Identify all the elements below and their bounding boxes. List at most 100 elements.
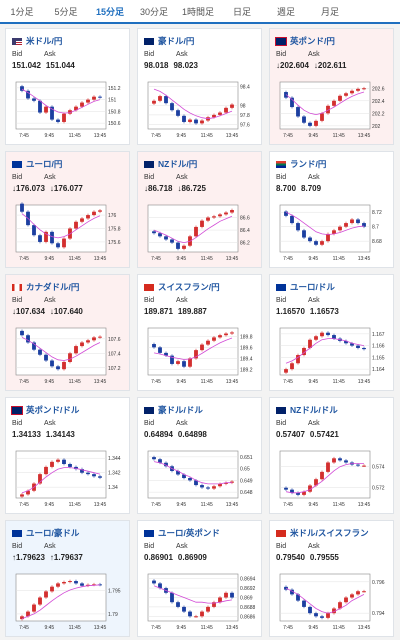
pair-name[interactable]: 豪ドル/ドル (158, 405, 203, 415)
currency-card[interactable]: 英ポンド/ドル Bid Ask 1.34133 1.34143 1.344 1.342 1.3… (5, 397, 130, 514)
bid-price: 1.16570 (276, 307, 305, 316)
candle-body (326, 105, 330, 114)
currency-card[interactable]: カナダドル/円 Bid Ask ↓107.634 ↓107.640 107.6 107.4 1… (5, 274, 130, 391)
za-flag-icon (276, 160, 286, 168)
candle-body (212, 114, 216, 118)
candle-body (350, 343, 354, 346)
candle-body (302, 347, 306, 356)
pair-name[interactable]: 英ポンド/ドル (26, 405, 80, 415)
price-row: ↓86.718 ↓86.725 (144, 184, 211, 193)
tab-2[interactable]: 15分足 (88, 0, 132, 24)
x-tick-label: 13:45 (358, 502, 371, 508)
currency-card[interactable]: ランド/円 Bid Ask 8.700 8.709 8.72 8.7 8.68 7:45 9:45… (269, 151, 394, 268)
x-tick-label: 13:45 (358, 256, 371, 262)
y-tick-label: 0.65 (240, 467, 250, 473)
pair-name[interactable]: 米ドル/スイスフラン (290, 528, 369, 538)
currency-card[interactable]: 豪ドル/円 Bid Ask 98.018 98.023 98.4 98 97.8 97.6 7:4… (137, 28, 262, 145)
currency-card[interactable]: NZドル/ドル Bid Ask 0.57407 0.57421 0.574 0.572 7:4… (269, 397, 394, 514)
bid-label: Bid (12, 297, 23, 304)
pair-name[interactable]: カナダドル/円 (26, 282, 80, 292)
price-row: 0.79540 0.79555 (276, 553, 344, 562)
x-tick-label: 13:45 (94, 379, 107, 385)
tab-3[interactable]: 30分足 (139, 6, 168, 17)
candle-body (314, 241, 318, 245)
tab-6[interactable]: 週足 (276, 6, 295, 17)
candle-body (350, 594, 354, 598)
currency-card[interactable]: スイスフラン/円 Bid Ask 189.871 189.887 189.8 189.6 18… (137, 274, 262, 391)
bid-ask-header: Bid Ask (144, 51, 208, 58)
candle-body (212, 216, 216, 218)
currency-card[interactable]: ユーロ/円 Bid Ask ↓176.073 ↓176.077 176 175.8 175.6… (5, 151, 130, 268)
x-tick-label: 11:45 (69, 256, 81, 262)
moving-average-line (285, 338, 365, 364)
candle-body (218, 214, 222, 217)
tab-5[interactable]: 日足 (232, 6, 251, 17)
pair-name[interactable]: 米ドル/円 (26, 36, 63, 46)
pair-name[interactable]: NZドル/円 (158, 159, 198, 169)
price-chart: 202.6 202.4 202.2 202 7:45 9:45 11:45 13:45 (279, 81, 385, 139)
price-chart: 1.167 1.166 1.165 1.164 7:45 9:45 11:45 13:45 (279, 327, 385, 385)
x-tick-label: 11:45 (333, 133, 345, 139)
candle-body (224, 107, 228, 113)
candle-body (314, 336, 318, 340)
currency-card[interactable]: ユーロ/ドル Bid Ask 1.16570 1.16573 1.167 1.166 1.16… (269, 274, 394, 391)
candle-body (20, 86, 24, 91)
moving-average-line (285, 211, 365, 236)
pair-name[interactable]: NZドル/ドル (290, 405, 338, 415)
tab-0[interactable]: 1分足 (10, 6, 34, 17)
y-tick-label: 202 (372, 124, 381, 130)
currency-card[interactable]: 米ドル/スイスフラン Bid Ask 0.79540 0.79555 0.796 0.794… (269, 520, 394, 637)
ask-price: 1.16573 (309, 307, 339, 316)
pair-name[interactable]: ユーロ/英ポンド (158, 528, 220, 538)
candle-body (362, 223, 366, 227)
pair-name[interactable]: ユーロ/円 (26, 159, 63, 169)
pair-name[interactable]: ランド/円 (290, 159, 327, 169)
currency-card[interactable]: ユーロ/豪ドル Bid Ask ↑1.79623 ↑1.79637 1.795 1.79 7:… (5, 520, 130, 637)
ask-price: ↓86.725 (177, 184, 206, 193)
candle-body (230, 481, 234, 483)
ask-label: Ask (308, 51, 320, 58)
tab-1[interactable]: 5分足 (54, 6, 78, 17)
x-tick-label: 9:45 (44, 256, 54, 262)
y-tick-label: 0.796 (372, 580, 385, 586)
currency-card[interactable]: NZドル/円 Bid Ask ↓86.718 ↓86.725 86.6 86.4 86.2 7:… (137, 151, 262, 268)
candle-body (158, 347, 162, 353)
candle-body (362, 465, 366, 467)
x-tick-label: 11:45 (69, 379, 81, 385)
plot-frame (15, 81, 107, 130)
pair-name[interactable]: ユーロ/ドル (290, 282, 335, 292)
x-tick-label: 9:45 (44, 502, 54, 508)
card-title: 米ドル/円 (12, 35, 62, 47)
bid-ask-header: Bid Ask (276, 174, 340, 181)
candle-body (158, 583, 162, 589)
currency-card[interactable]: 豪ドル/ドル Bid Ask 0.64894 0.64898 0.651 0.65 0.649… (137, 397, 262, 514)
au-flag-icon (144, 37, 154, 45)
ask-label: Ask (308, 174, 320, 181)
pair-name[interactable]: 英ポンド/円 (290, 36, 335, 46)
y-tick-label: 1.166 (372, 344, 385, 350)
plot-frame (279, 81, 371, 130)
candle-body (56, 243, 60, 248)
candle-body (152, 580, 156, 584)
candle-body (38, 349, 42, 355)
currency-card[interactable]: ユーロ/英ポンド Bid Ask 0.86901 0.86909 0.8694 0.8692… (137, 520, 262, 637)
y-tick-label: 1.167 (372, 332, 385, 338)
tab-7[interactable]: 月足 (320, 6, 339, 17)
x-tick-label: 9:45 (308, 625, 318, 631)
tab-4[interactable]: 1時間足 (181, 6, 214, 17)
currency-card[interactable]: 米ドル/円 Bid Ask 151.042 151.044 151.2 151 150.8 15… (5, 28, 130, 145)
pair-name[interactable]: ユーロ/豪ドル (26, 528, 80, 538)
x-tick-label: 11:45 (333, 256, 345, 262)
currency-card[interactable]: 英ポンド/円 Bid Ask ↓202.604 ↓202.611 202.6 202.4 20… (269, 28, 394, 145)
pair-name[interactable]: 豪ドル/円 (158, 36, 195, 46)
moving-average-line (153, 215, 233, 244)
price-row: 151.042 151.044 (12, 61, 80, 70)
ask-label: Ask (44, 174, 56, 181)
candle-body (302, 116, 306, 123)
candle-body (224, 333, 228, 336)
x-tick-label: 13:45 (94, 502, 107, 508)
pair-name[interactable]: スイスフラン/円 (158, 282, 220, 292)
candle-body (326, 613, 330, 618)
price-row: 8.700 8.709 (276, 184, 326, 193)
x-tick-label: 9:45 (176, 625, 186, 631)
